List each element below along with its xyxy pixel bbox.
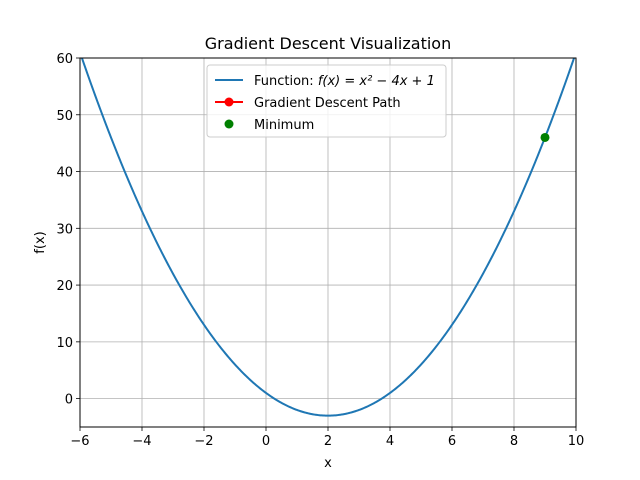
y-axis-label: f(x) <box>33 231 48 253</box>
axis-ticks: −6 −4 −2 0 2 4 6 8 10 0 10 20 30 40 50 60 <box>56 52 584 449</box>
legend-function-math: f(x) = x² − 4x + 1 <box>318 74 435 89</box>
legend-function-prefix: Function: <box>254 74 318 89</box>
legend-minimum-marker-icon <box>224 119 234 129</box>
y-tick-label: 0 <box>65 393 73 408</box>
data-points <box>540 132 550 142</box>
plot-area <box>80 58 576 417</box>
y-tick-label: 40 <box>56 166 73 181</box>
legend-box <box>206 64 447 138</box>
function-curve <box>80 58 576 417</box>
y-tick-label: 50 <box>56 109 73 124</box>
legend-function-label: Function: f(x) = x² − 4x + 1 <box>254 74 435 89</box>
x-tick-label: −4 <box>132 434 151 449</box>
x-tick-label: 4 <box>386 434 394 449</box>
y-tick-label: 30 <box>56 222 73 237</box>
y-tick-label: 20 <box>56 279 73 294</box>
x-tick-label: −2 <box>194 434 213 449</box>
legend: Function: f(x) = x² − 4x + 1 Gradient De… <box>206 64 447 138</box>
y-tick-label: 60 <box>56 52 73 67</box>
x-tick-label: 0 <box>262 434 270 449</box>
y-tick-label: 10 <box>56 336 73 351</box>
x-tick-label: 6 <box>448 434 456 449</box>
x-axis-label: x <box>324 456 332 471</box>
x-tick-label: 10 <box>568 434 585 449</box>
x-tick-label: 2 <box>324 434 332 449</box>
minimum-point <box>540 132 550 142</box>
legend-gradient-path-label: Gradient Descent Path <box>254 96 401 111</box>
chart-title: Gradient Descent Visualization <box>205 34 451 53</box>
legend-gradient-path-marker-icon <box>224 97 234 107</box>
x-tick-label: 8 <box>510 434 518 449</box>
legend-minimum-label: Minimum <box>254 118 314 133</box>
x-tick-label: −6 <box>70 434 89 449</box>
